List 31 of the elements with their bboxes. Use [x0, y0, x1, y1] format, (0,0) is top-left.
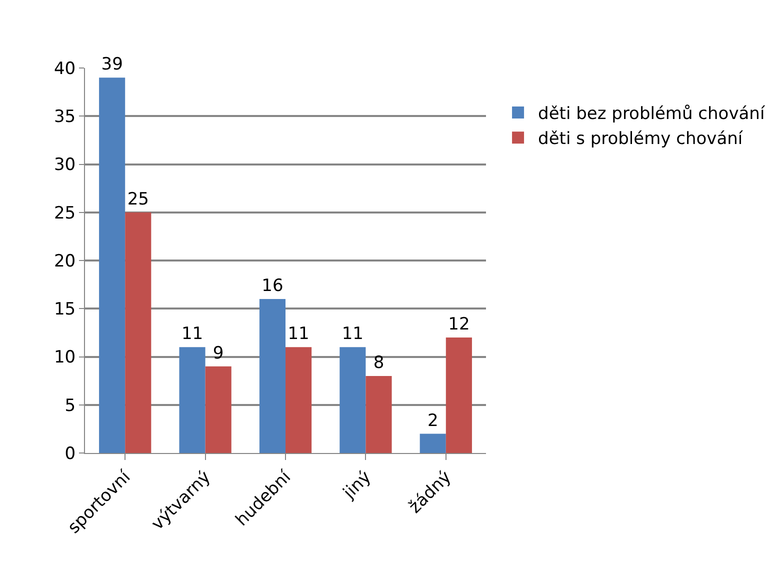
y-tick-label: 5 [64, 396, 76, 416]
bar [340, 347, 366, 453]
bar [366, 376, 392, 453]
bar [99, 78, 126, 453]
bar [420, 434, 446, 453]
y-tick-label: 35 [54, 107, 76, 128]
bar [205, 366, 232, 453]
bar [286, 347, 312, 453]
y-tick-label: 0 [64, 444, 76, 464]
bar [125, 212, 152, 453]
data-label: 16 [262, 276, 284, 296]
bar [446, 338, 472, 453]
y-tick-label: 10 [54, 348, 76, 368]
data-label: 11 [342, 324, 364, 344]
legend-label: děti bez problémů chování [538, 104, 766, 124]
bar [259, 299, 286, 453]
y-tick-label: 20 [54, 251, 76, 272]
bar [179, 347, 206, 453]
data-label: 11 [181, 324, 204, 344]
data-label: 12 [448, 314, 470, 334]
data-label: 8 [373, 353, 384, 373]
y-tick-label: 30 [54, 155, 76, 176]
data-label: 39 [101, 54, 123, 75]
legend-label: děti s problémy chování [538, 129, 744, 150]
y-tick-label: 25 [54, 203, 76, 224]
y-tick-label: 40 [54, 58, 76, 79]
data-label: 2 [427, 410, 438, 431]
data-label: 9 [212, 343, 224, 364]
data-label: 25 [127, 189, 149, 210]
data-label: 11 [288, 324, 310, 344]
y-tick-label: 15 [54, 300, 76, 320]
